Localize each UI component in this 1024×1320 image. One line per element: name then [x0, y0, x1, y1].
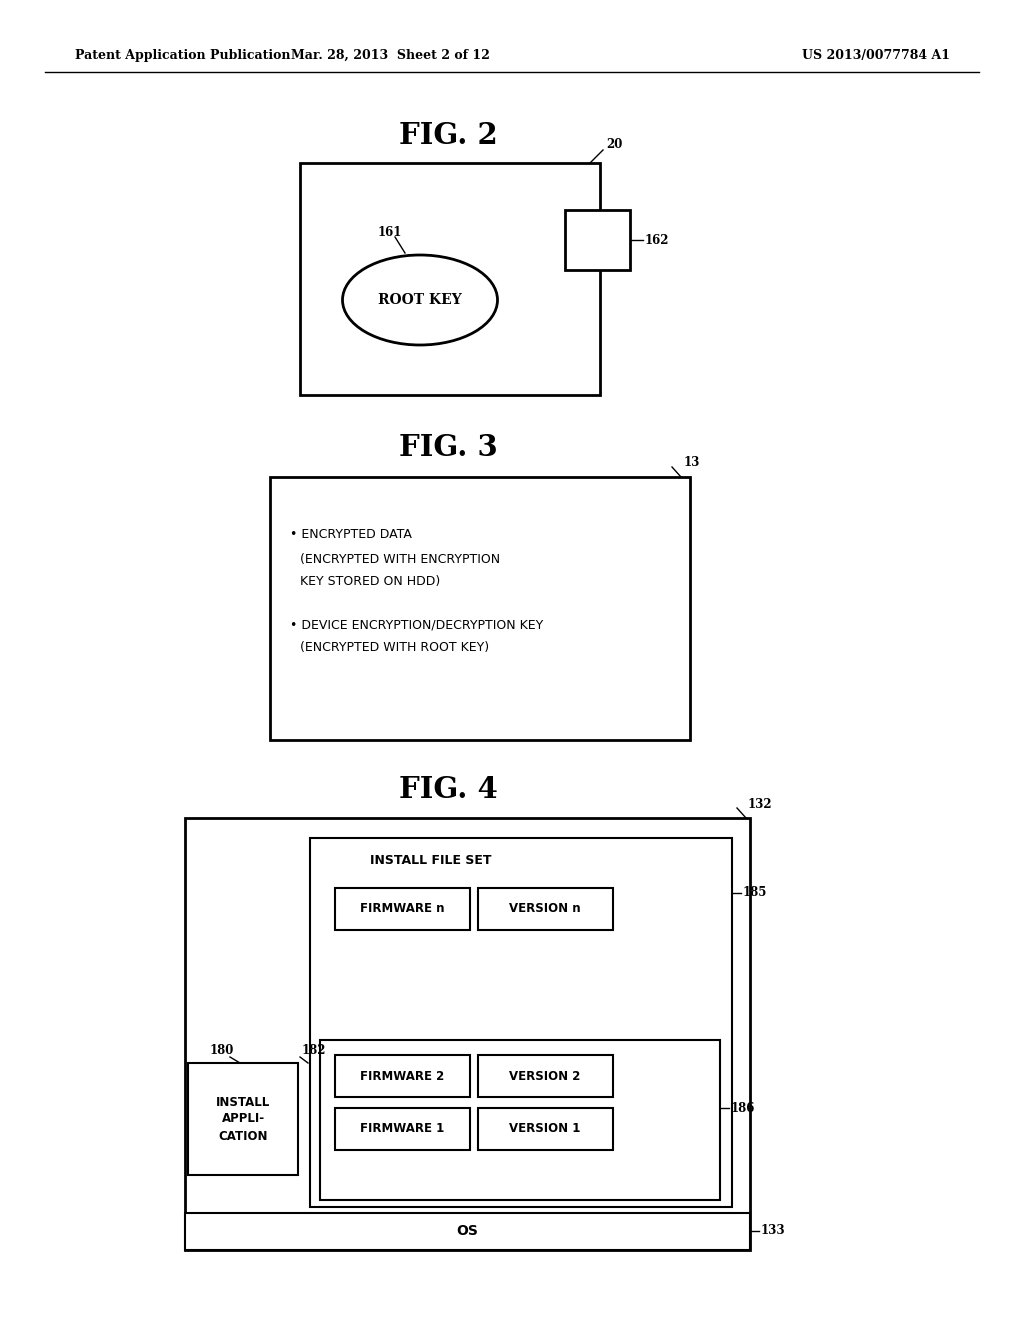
Text: • DEVICE ENCRYPTION/DECRYPTION KEY: • DEVICE ENCRYPTION/DECRYPTION KEY: [290, 619, 544, 631]
Bar: [188, 1063, 298, 1175]
Text: Mar. 28, 2013  Sheet 2 of 12: Mar. 28, 2013 Sheet 2 of 12: [291, 49, 489, 62]
Text: 182: 182: [302, 1044, 327, 1057]
Text: FIRMWARE n: FIRMWARE n: [359, 903, 444, 916]
Text: 180: 180: [210, 1044, 234, 1057]
Text: • ENCRYPTED DATA: • ENCRYPTED DATA: [290, 528, 412, 541]
Text: KEY STORED ON HDD): KEY STORED ON HDD): [300, 576, 440, 589]
Bar: [478, 1055, 613, 1097]
Bar: [478, 888, 613, 931]
Ellipse shape: [342, 255, 498, 345]
Text: 133: 133: [761, 1225, 785, 1238]
Bar: [478, 1107, 613, 1150]
Bar: [335, 888, 470, 931]
Text: OS: OS: [456, 1224, 478, 1238]
Text: FIG. 3: FIG. 3: [398, 433, 498, 462]
Text: VERSION 2: VERSION 2: [509, 1069, 581, 1082]
Text: 186: 186: [731, 1101, 756, 1114]
Text: INSTALL FILE SET: INSTALL FILE SET: [370, 854, 492, 866]
Text: 161: 161: [378, 226, 402, 239]
Text: (ENCRYPTED WITH ROOT KEY): (ENCRYPTED WITH ROOT KEY): [300, 642, 489, 655]
Text: FIRMWARE 1: FIRMWARE 1: [359, 1122, 444, 1135]
Text: 132: 132: [748, 799, 773, 812]
Text: VERSION n: VERSION n: [509, 903, 581, 916]
Bar: [335, 1055, 470, 1097]
Text: FIG. 4: FIG. 4: [398, 776, 498, 804]
Text: 185: 185: [743, 887, 767, 899]
Bar: [310, 838, 732, 1206]
Text: FIRMWARE 2: FIRMWARE 2: [359, 1069, 444, 1082]
Text: 13: 13: [684, 457, 700, 470]
Bar: [319, 1040, 720, 1200]
Text: US 2013/0077784 A1: US 2013/0077784 A1: [802, 49, 950, 62]
Text: 20: 20: [606, 139, 623, 152]
Text: FIG. 2: FIG. 2: [398, 120, 498, 149]
Bar: [565, 210, 630, 271]
Bar: [270, 477, 690, 741]
Bar: [185, 1213, 750, 1250]
Text: 162: 162: [645, 234, 670, 247]
Bar: [300, 162, 600, 395]
Text: ROOT KEY: ROOT KEY: [378, 293, 462, 308]
Text: VERSION 1: VERSION 1: [509, 1122, 581, 1135]
Bar: [185, 818, 750, 1250]
Bar: [335, 1107, 470, 1150]
Text: Patent Application Publication: Patent Application Publication: [75, 49, 291, 62]
Text: INSTALL
APPLI-
CATION: INSTALL APPLI- CATION: [216, 1096, 270, 1143]
Text: (ENCRYPTED WITH ENCRYPTION: (ENCRYPTED WITH ENCRYPTION: [300, 553, 500, 566]
